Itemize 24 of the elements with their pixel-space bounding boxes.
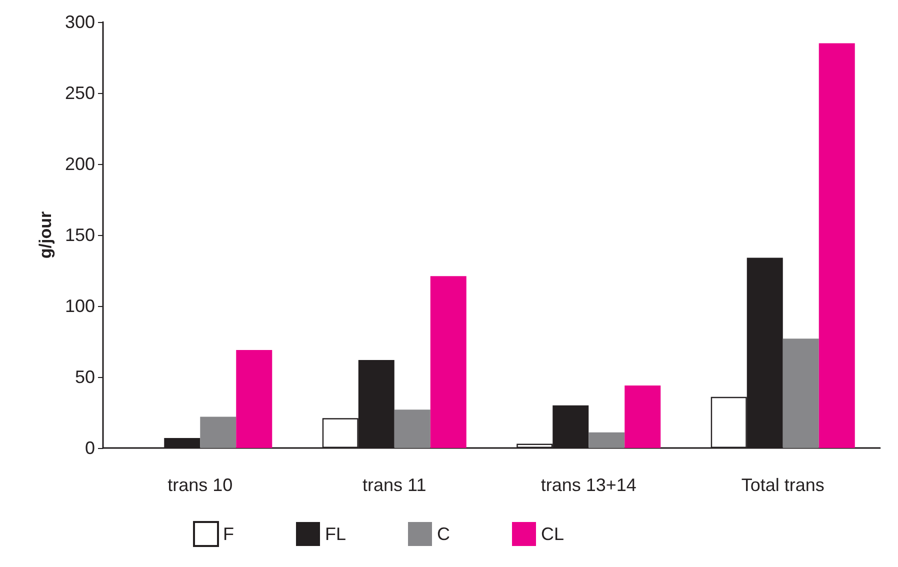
- y-tick-label: 0: [84, 438, 95, 458]
- x-tick-label: trans 13+14: [540, 475, 636, 495]
- legend-label: FL: [324, 524, 346, 544]
- legend-label: CL: [541, 524, 564, 544]
- bar: [782, 338, 819, 448]
- y-tick-label: 250: [64, 83, 95, 103]
- legend-label: C: [437, 524, 450, 544]
- bar: [818, 43, 855, 448]
- bar: [236, 350, 272, 448]
- bar: [430, 276, 466, 448]
- legend-label: F: [223, 524, 234, 544]
- bar: [588, 432, 625, 448]
- x-tick-label: trans 11: [362, 475, 426, 495]
- y-tick-label: 100: [64, 296, 95, 316]
- y-axis-title: g/jour: [36, 211, 56, 259]
- x-tick-label: trans 10: [168, 475, 233, 495]
- x-tick-label: Total trans: [741, 475, 824, 495]
- y-tick-label: 50: [74, 367, 95, 387]
- bar: [394, 410, 430, 448]
- bar: [200, 416, 236, 448]
- y-tick-label: 300: [64, 12, 95, 32]
- y-tick-label: 200: [64, 154, 95, 174]
- bar: [624, 386, 661, 448]
- y-tick-label: 150: [64, 225, 95, 245]
